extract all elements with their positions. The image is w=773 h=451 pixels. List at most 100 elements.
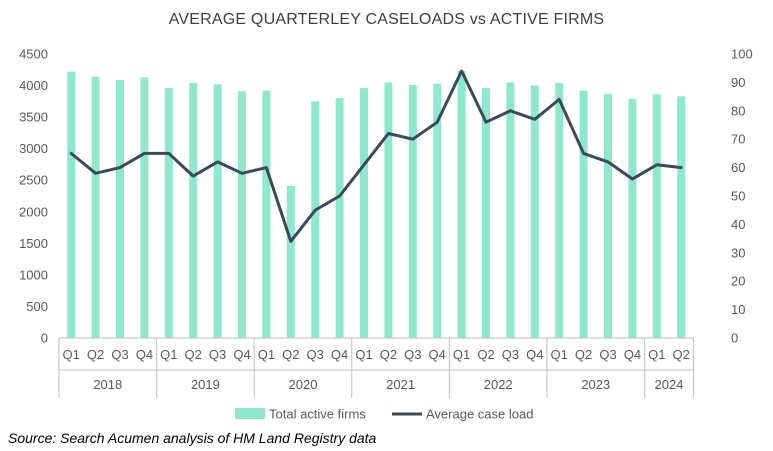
quarter-label: Q1 bbox=[63, 347, 80, 362]
bar bbox=[67, 71, 76, 338]
quarter-label: Q3 bbox=[111, 347, 128, 362]
year-label: 2020 bbox=[289, 377, 318, 392]
bar bbox=[213, 84, 222, 338]
year-label: 2022 bbox=[484, 377, 513, 392]
bar bbox=[384, 82, 393, 339]
bar bbox=[530, 85, 539, 338]
left-axis-tick-label: 4500 bbox=[19, 47, 48, 62]
bar bbox=[482, 88, 490, 338]
bar bbox=[335, 98, 344, 338]
bar bbox=[677, 96, 686, 338]
line-point bbox=[631, 177, 634, 181]
right-axis-tick-label: 50 bbox=[731, 189, 745, 204]
source-note: Source: Search Acumen analysis of HM Lan… bbox=[8, 430, 377, 446]
line-point bbox=[680, 166, 683, 169]
bar bbox=[140, 77, 149, 339]
bar bbox=[116, 79, 124, 339]
right-axis-tick-label: 0 bbox=[731, 331, 738, 346]
line-point bbox=[240, 172, 244, 175]
right-axis-tick-label: 90 bbox=[731, 75, 745, 90]
left-axis-tick-label: 0 bbox=[41, 331, 48, 346]
left-axis-tick-label: 1500 bbox=[19, 236, 48, 251]
bar bbox=[579, 90, 588, 338]
left-axis-tick-label: 3500 bbox=[19, 110, 48, 125]
line-series-average-case-load bbox=[69, 69, 683, 243]
bar bbox=[604, 93, 612, 338]
quarter-label: Q1 bbox=[160, 347, 177, 362]
left-y-axis: 0 500 1000 1500 2000 2500 3000 3500 4000 4500 bbox=[19, 47, 48, 346]
legend: Total active firms Average case load bbox=[235, 407, 533, 422]
left-axis-tick-label: 1000 bbox=[19, 267, 48, 282]
quarter-label: Q3 bbox=[502, 347, 519, 362]
bar bbox=[286, 185, 295, 338]
bar bbox=[311, 101, 320, 338]
year-label: 2019 bbox=[191, 377, 220, 392]
right-axis-tick-label: 20 bbox=[731, 274, 745, 289]
bar bbox=[360, 88, 368, 338]
quarter-label: Q4 bbox=[233, 347, 250, 362]
line-point bbox=[192, 174, 195, 178]
right-axis-tick-label: 40 bbox=[731, 217, 745, 232]
legend-swatch-bars bbox=[235, 408, 265, 419]
line-point bbox=[655, 163, 658, 166]
line-point bbox=[216, 160, 219, 164]
line-point bbox=[387, 132, 390, 135]
left-axis-tick-label: 2500 bbox=[19, 173, 48, 188]
quarter-label: Q1 bbox=[355, 347, 372, 362]
bar bbox=[457, 71, 466, 338]
bar bbox=[164, 88, 173, 338]
line-point bbox=[70, 152, 73, 155]
line-point bbox=[289, 240, 292, 243]
line-point bbox=[411, 138, 414, 141]
left-axis-tick-label: 4000 bbox=[19, 78, 48, 93]
quarter-label: Q1 bbox=[648, 347, 665, 362]
line-point bbox=[314, 209, 317, 212]
quarter-label: Q1 bbox=[551, 347, 568, 362]
bar bbox=[652, 94, 661, 338]
quarter-label: Q2 bbox=[185, 347, 202, 362]
bar bbox=[91, 76, 100, 338]
quarter-label: Q4 bbox=[136, 347, 153, 362]
line-point bbox=[460, 69, 463, 73]
quarter-label: Q4 bbox=[429, 347, 446, 362]
line-point bbox=[94, 172, 97, 175]
left-axis-tick-label: 500 bbox=[26, 299, 48, 314]
legend-label-total-active-firms: Total active firms bbox=[269, 407, 366, 422]
line-path bbox=[69, 69, 683, 243]
year-label: 2023 bbox=[581, 377, 610, 392]
right-axis-tick-label: 80 bbox=[731, 103, 745, 118]
line-point bbox=[558, 98, 561, 101]
quarter-label: Q3 bbox=[209, 347, 226, 362]
chart-title: AVERAGE QUARTERLEY CASELOADS vs ACTIVE F… bbox=[168, 11, 605, 28]
year-label: 2024 bbox=[655, 377, 684, 392]
quarter-label: Q2 bbox=[575, 347, 592, 362]
line-point bbox=[436, 120, 439, 124]
bar-series-total-active-firms bbox=[67, 71, 686, 339]
quarter-label: Q2 bbox=[673, 347, 690, 362]
bar bbox=[555, 83, 564, 338]
quarter-label: Q1 bbox=[258, 347, 275, 362]
line-point bbox=[362, 163, 366, 166]
right-axis-tick-label: 60 bbox=[731, 160, 745, 175]
year-label: 2018 bbox=[93, 377, 122, 392]
line-point bbox=[582, 152, 585, 155]
quarter-label: Q4 bbox=[624, 347, 641, 362]
quarter-label: Q3 bbox=[404, 347, 421, 362]
quarter-label: Q2 bbox=[380, 347, 397, 362]
line-point bbox=[533, 118, 536, 121]
right-axis-tick-label: 100 bbox=[731, 47, 753, 62]
bar bbox=[433, 83, 442, 338]
line-point bbox=[143, 152, 146, 155]
line-point bbox=[606, 160, 610, 164]
bar bbox=[628, 98, 637, 338]
left-axis-tick-label: 3000 bbox=[19, 141, 48, 156]
right-y-axis: 0 10 20 30 40 50 60 70 80 90 100 bbox=[731, 47, 753, 346]
bar bbox=[408, 84, 417, 339]
quarter-label: Q4 bbox=[331, 347, 348, 362]
left-axis-tick-label: 2000 bbox=[19, 204, 48, 219]
line-point bbox=[338, 194, 341, 198]
x-axis: Q1 Q2 Q3 Q4 Q1 Q2 Q3 Q4 Q1 Q2 Q3 Q4 Q1 Q2 Q3 Q4 Q1 Q2 Q3 Q4… bbox=[58, 337, 694, 398]
line-point bbox=[484, 120, 488, 124]
right-axis-tick-label: 30 bbox=[731, 245, 745, 260]
bar bbox=[506, 82, 515, 339]
